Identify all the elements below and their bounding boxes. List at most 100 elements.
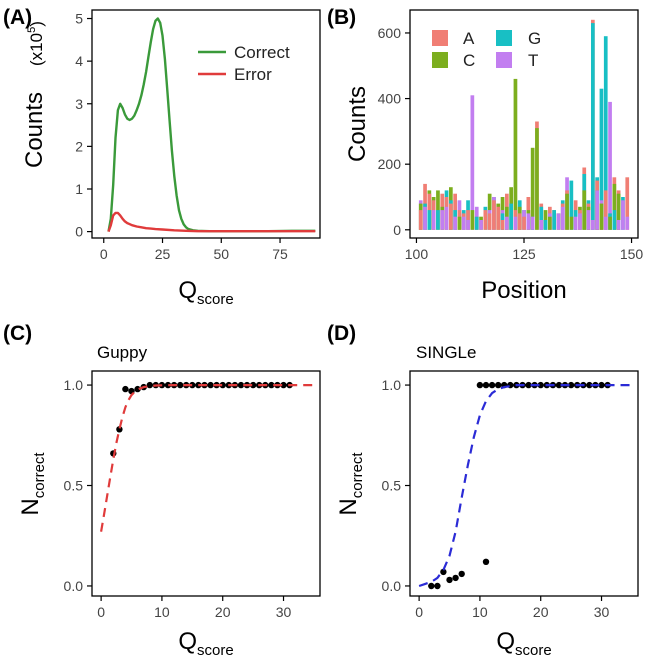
chart-d-ticks: 0 10 20 30 0.0 0.5 1.0 xyxy=(382,377,610,620)
x-axis-title-b: Position xyxy=(481,277,566,304)
x-tick-label-d-0: 0 xyxy=(415,604,423,620)
plot-frame-d xyxy=(409,370,639,597)
bar-g-114 xyxy=(474,216,479,230)
point-c-11 xyxy=(177,381,184,389)
x-tick-label-b-2: 150 xyxy=(620,246,644,262)
point-d-27 xyxy=(598,381,605,389)
bar-t-107 xyxy=(444,206,449,230)
legend-swatch-t xyxy=(496,52,512,68)
fit-line-c xyxy=(100,384,314,532)
bar-t-102 xyxy=(423,206,427,230)
bar-c-128 xyxy=(535,128,539,230)
bar-g-141 xyxy=(591,23,595,230)
y-tick-label-a-5: 5 xyxy=(75,11,83,27)
x-tick-label-d-3: 30 xyxy=(594,604,610,620)
point-c-26 xyxy=(268,381,275,389)
legend-label-error: Error xyxy=(234,65,272,84)
x-axis-title-c: Qscore xyxy=(178,628,233,659)
bar-g-103 xyxy=(427,210,432,230)
point-c-1 xyxy=(116,426,123,433)
bar-c-113 xyxy=(470,210,475,230)
x-tick-label-a-3: 75 xyxy=(272,246,288,262)
y-axis-title-main-d: N xyxy=(335,498,362,515)
chart-b-ticks: 100 125 150 0 200 400 600 xyxy=(378,25,644,262)
x-tick-label-d-1: 10 xyxy=(472,604,488,620)
y-axis-title-sub-c: correct xyxy=(31,452,48,499)
bar-t-148 xyxy=(621,200,625,230)
x-tick-label-a-0: 0 xyxy=(100,246,108,262)
y-tick-label-a-4: 4 xyxy=(75,53,83,69)
subtitle-d: SINGLe xyxy=(416,343,476,362)
bar-c-145 xyxy=(608,216,612,230)
bar-t-145 xyxy=(608,101,612,230)
bar-a-118 xyxy=(492,200,496,230)
bar-g-129 xyxy=(539,206,544,230)
panel-label-b: (B) xyxy=(327,6,356,29)
subtitle-c: Guppy xyxy=(97,343,148,362)
bar-c-146 xyxy=(612,183,617,230)
legend-label-correct: Correct xyxy=(234,43,290,62)
bar-t-141 xyxy=(591,220,595,230)
bar-c-135 xyxy=(565,193,569,230)
legend-swatch-g xyxy=(496,30,512,46)
x-tick-label-b-1: 125 xyxy=(512,246,536,262)
bar-c-131 xyxy=(548,216,552,230)
point-d-15 xyxy=(525,381,532,389)
point-d-0 xyxy=(428,582,435,590)
point-d-2 xyxy=(440,568,447,576)
panel-label-d: (D) xyxy=(327,322,356,345)
point-c-4 xyxy=(134,385,141,393)
bar-t-121 xyxy=(505,216,509,230)
point-c-28 xyxy=(280,381,287,389)
y-unit-exp-a: 5 xyxy=(26,27,38,33)
series-line-error xyxy=(107,211,316,233)
point-c-18 xyxy=(219,381,226,389)
panel-label-a: (A) xyxy=(3,6,32,29)
y-tick-label-c-0: 0.0 xyxy=(64,578,84,594)
x-axis-title-a: Qscore xyxy=(178,277,233,308)
y-tick-label-a-1: 1 xyxy=(75,181,83,197)
point-d-1 xyxy=(434,582,441,590)
bar-t-104 xyxy=(431,210,436,230)
x-tick-label-a-2: 50 xyxy=(213,246,229,262)
x-tick-label-c-3: 30 xyxy=(276,604,292,620)
x-tick-label-c-1: 10 xyxy=(154,604,170,620)
y-tick-label-b-0: 0 xyxy=(393,222,401,238)
x-axis-title-main-d: Q xyxy=(496,628,515,655)
point-d-6 xyxy=(482,558,490,565)
legend-swatch-c xyxy=(432,52,448,68)
chart-d-marks xyxy=(418,381,632,590)
bar-t-113 xyxy=(470,95,475,230)
chart-a-marks xyxy=(107,17,316,233)
point-c-6 xyxy=(146,381,153,389)
bar-t-133 xyxy=(556,213,561,230)
bar-t-144 xyxy=(603,216,608,230)
point-d-5 xyxy=(458,570,465,578)
bar-c-110 xyxy=(457,216,462,230)
bar-c-127 xyxy=(530,147,535,230)
point-d-3 xyxy=(446,576,453,584)
bar-t-127 xyxy=(530,216,535,230)
x-axis-title-sub-c: score xyxy=(197,642,234,659)
bar-a-144 xyxy=(603,190,608,230)
legend-b: A C G T xyxy=(432,29,541,70)
bar-t-115 xyxy=(479,220,483,230)
point-d-4 xyxy=(452,574,459,582)
y-tick-label-a-2: 2 xyxy=(75,138,83,154)
y-tick-label-a-3: 3 xyxy=(75,96,83,112)
y-axis-title-d: Ncorrect xyxy=(335,452,366,516)
bar-t-112 xyxy=(466,220,470,230)
bar-a-108 xyxy=(449,203,453,230)
chart-a-ticks: 0 25 50 75 0 1 2 3 4 5 xyxy=(75,11,288,262)
bar-c-147 xyxy=(616,193,621,230)
point-d-9 xyxy=(488,381,496,389)
bar-t-129 xyxy=(539,220,544,230)
chart-b-marks xyxy=(418,19,630,230)
chart-a: 0 25 50 75 0 1 2 3 4 5 Correct Error Qscore Count… xyxy=(21,9,321,308)
y-unit-close-a: ) xyxy=(27,21,46,27)
x-tick-label-d-2: 20 xyxy=(533,604,549,620)
bar-g-136 xyxy=(569,180,574,230)
y-tick-label-b-2: 400 xyxy=(378,91,402,107)
point-d-17 xyxy=(537,381,544,389)
y-tick-label-d-0: 0.0 xyxy=(382,578,402,594)
